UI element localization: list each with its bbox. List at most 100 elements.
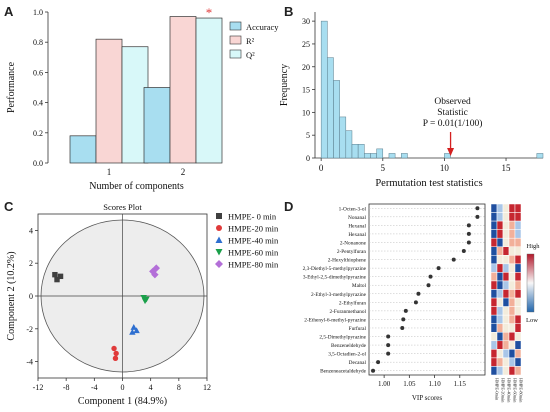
heatmap-column-label: HMPE-80min bbox=[519, 378, 524, 403]
x-tick-label: 0 bbox=[319, 163, 324, 173]
heatmap-cell bbox=[514, 203, 522, 213]
compound-label: 2-Pentylfuran bbox=[337, 248, 366, 255]
y-tick-label: 0.8 bbox=[33, 38, 43, 47]
observed-annotation-line: P = 0.01(1/100) bbox=[423, 118, 483, 129]
histogram-bin bbox=[339, 116, 347, 159]
y-tick-label: 20 bbox=[302, 63, 310, 72]
heatmap-column-label: HMPE-0min bbox=[495, 378, 500, 401]
histogram-bin bbox=[364, 153, 371, 159]
x-tick-label: 4 bbox=[149, 383, 153, 392]
heatmap-cell bbox=[514, 357, 522, 367]
heatmap-cell bbox=[496, 272, 504, 282]
colorbar-low-label: Low bbox=[526, 317, 538, 324]
heatmap-cell bbox=[508, 357, 516, 367]
x-axis-label: Number of components bbox=[89, 181, 184, 192]
heatmap-cell bbox=[490, 212, 498, 222]
x-tick-label: 12 bbox=[203, 383, 211, 392]
x-axis-label: Permutation test statistics bbox=[375, 178, 482, 189]
y-tick-label: 0 bbox=[29, 292, 33, 301]
histogram-bin bbox=[536, 153, 544, 159]
histogram-bin bbox=[345, 130, 353, 159]
vip-point bbox=[451, 257, 456, 262]
heatmap-cell bbox=[496, 220, 504, 230]
vip-point bbox=[371, 368, 376, 373]
heatmap-cell bbox=[490, 272, 498, 282]
histogram-bin bbox=[357, 144, 365, 159]
heatmap-cell bbox=[514, 306, 522, 316]
heatmap-cell bbox=[502, 203, 510, 213]
y-tick-label: -4 bbox=[26, 358, 33, 367]
compound-label: 2,5-Dimethylpyrazine bbox=[319, 335, 366, 341]
vip-point bbox=[416, 291, 421, 296]
vip-point bbox=[466, 231, 471, 236]
observed-arrow-head bbox=[447, 148, 455, 156]
heatmap-cell bbox=[496, 323, 504, 333]
y-axis-label: Performance bbox=[6, 61, 17, 113]
x-tick-label: 1.00 bbox=[378, 380, 391, 388]
vip-point bbox=[376, 360, 381, 365]
observed-annotation-line: Observed bbox=[434, 97, 471, 107]
compound-label: 3-Ethyl-2,5-dimethylpyrazine bbox=[303, 275, 367, 281]
y-tick-label: 5 bbox=[306, 131, 310, 140]
heatmap-cell bbox=[508, 220, 516, 230]
heatmap-cell bbox=[514, 332, 522, 342]
heatmap-cell bbox=[502, 212, 510, 222]
compound-label: 1-Octen-3-ol bbox=[339, 206, 367, 212]
x-tick-label: 1.10 bbox=[428, 380, 441, 388]
legend-swatch bbox=[229, 21, 242, 31]
heatmap-cell bbox=[514, 366, 522, 376]
heatmap-cell bbox=[508, 289, 516, 299]
heatmap-cell bbox=[514, 255, 522, 265]
bar bbox=[169, 16, 197, 164]
histogram-bin bbox=[320, 20, 328, 159]
heatmap-cell bbox=[496, 306, 504, 316]
heatmap-cell bbox=[508, 272, 516, 282]
data-point bbox=[111, 345, 117, 352]
legend-label: HMPE- 0 min bbox=[228, 212, 277, 222]
heatmap-cell bbox=[508, 323, 516, 333]
y-tick-label: 4 bbox=[29, 226, 33, 235]
y-tick-label: 0 bbox=[306, 154, 310, 163]
y-tick-label: 0.4 bbox=[33, 99, 43, 108]
compound-label: Hexanal bbox=[348, 232, 366, 238]
legend-swatch bbox=[229, 35, 242, 45]
heatmap-cell bbox=[508, 255, 516, 265]
panel-label-c: C bbox=[4, 199, 14, 214]
compound-label: Benzeneldehyde bbox=[331, 343, 367, 349]
heatmap-cell bbox=[490, 220, 498, 230]
plot-frame bbox=[368, 203, 486, 376]
compound-label: Hexanal bbox=[348, 223, 366, 229]
heatmap-cell bbox=[496, 366, 504, 376]
heatmap-cell bbox=[502, 323, 510, 333]
heatmap-cell bbox=[508, 314, 516, 324]
significance-marker: * bbox=[206, 5, 213, 20]
heatmap-cell bbox=[490, 349, 498, 359]
data-point bbox=[151, 270, 159, 279]
panel-d: 1-Octen-3-ol Nonanal Hexanal Hexanal 2-Nonan… bbox=[275, 198, 550, 412]
x-tick-label: 15 bbox=[502, 163, 512, 173]
y-tick-label: 0.6 bbox=[33, 68, 43, 77]
x-tick-label: 10 bbox=[440, 163, 450, 173]
heatmap-cell bbox=[508, 366, 516, 376]
y-axis-label: Frequency bbox=[279, 64, 290, 106]
histogram-bin bbox=[376, 148, 384, 159]
heatmap-cell bbox=[502, 366, 510, 376]
y-tick-label: -2 bbox=[26, 325, 33, 334]
compound-label: Benzeneacetaldehyde bbox=[320, 369, 367, 375]
y-tick-label: 15 bbox=[302, 86, 310, 95]
panel-label-b: B bbox=[284, 4, 294, 19]
heatmap-cell bbox=[514, 280, 522, 290]
heatmap-cell bbox=[514, 349, 522, 359]
y-tick-label: 30 bbox=[302, 17, 310, 26]
heatmap-cell bbox=[490, 229, 498, 239]
vip-point bbox=[461, 249, 466, 254]
data-point bbox=[52, 271, 58, 278]
legend-label: HMPE-80 min bbox=[228, 260, 279, 270]
heatmap-cell bbox=[514, 297, 522, 307]
heatmap-cell bbox=[496, 229, 504, 239]
heatmap-cell bbox=[502, 357, 510, 367]
heatmap-column-label: HMPE-40min bbox=[507, 378, 512, 403]
x-tick-label: -12 bbox=[33, 383, 44, 392]
vip-point bbox=[403, 308, 408, 313]
vip-point bbox=[436, 266, 441, 271]
